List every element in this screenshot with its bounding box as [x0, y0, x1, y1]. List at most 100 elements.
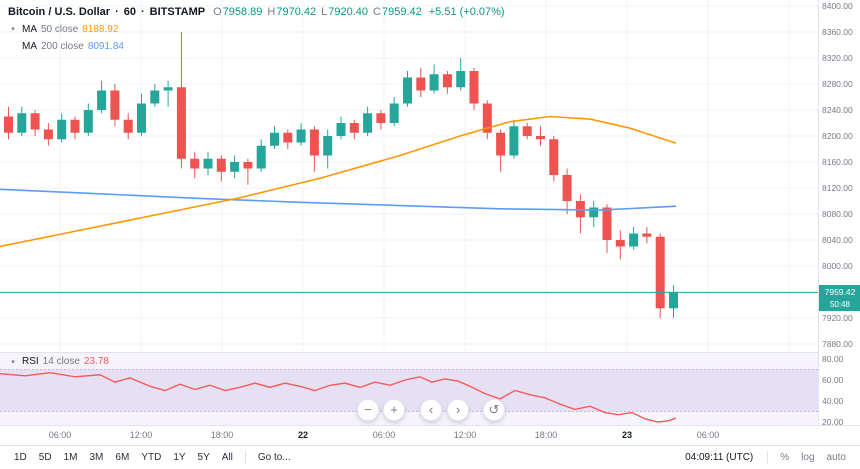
indicator-row-ma200[interactable]: MA 200 close 8091.84 — [8, 38, 505, 54]
chevron-down-icon[interactable]: ▾ — [11, 358, 15, 366]
candle — [615, 230, 625, 260]
price-tick-label: 7920.00 — [822, 312, 853, 323]
price-tick-label: 7880.00 — [822, 338, 853, 349]
candlestick-chart — [0, 0, 818, 352]
indicator-name: RSI — [22, 356, 39, 367]
rsi-pane[interactable] — [0, 353, 818, 425]
candle — [309, 126, 319, 172]
candle — [482, 100, 492, 140]
range-button-1d[interactable]: 1D — [14, 452, 27, 463]
time-tick-label: 12:00 — [129, 430, 153, 440]
candle — [496, 129, 506, 172]
indicator-name: MA — [22, 23, 37, 35]
auto-scale-button[interactable]: auto — [826, 452, 846, 463]
range-button-3m[interactable]: 3M — [89, 452, 104, 463]
time-tick-label: 06:00 — [48, 430, 72, 440]
price-axis[interactable]: 7959.42 50:48 8400.00 8360.00 8320.00 8280.… — [818, 0, 860, 426]
indicator-value: 8188.92 — [82, 23, 119, 35]
pane-divider[interactable] — [0, 352, 860, 353]
toolbar-divider — [767, 451, 769, 464]
candle — [403, 71, 412, 107]
candle — [43, 123, 53, 146]
candle — [575, 194, 585, 234]
separator: · — [141, 6, 145, 18]
candle — [323, 129, 333, 169]
range-button-ytd[interactable]: YTD — [141, 452, 162, 463]
range-button-all[interactable]: All — [221, 452, 233, 463]
indicator-row-ma50[interactable]: ▾ MA 50 close 8188.92 — [8, 21, 505, 37]
candle — [57, 113, 67, 143]
rsi-tick-label: 40.00 — [822, 395, 844, 406]
log-scale-button[interactable]: log — [801, 452, 815, 463]
zoom-in-button[interactable]: + — [383, 399, 405, 421]
clock-utc[interactable]: 04:09:11 (UTC) — [685, 452, 754, 463]
symbol-title: Bitcoin / U.S. Dollar — [8, 6, 111, 18]
price-tick-label: 8040.00 — [822, 234, 853, 245]
bottom-toolbar: 1D 5D 1M 3M 6M YTD 1Y 5Y All Go to... 04… — [0, 445, 860, 469]
rsi-pane-fill — [0, 353, 818, 425]
ma50-line — [0, 115, 677, 248]
price-tick-label: 8400.00 — [822, 0, 853, 11]
candle — [549, 136, 559, 182]
candle — [216, 155, 226, 182]
candle — [376, 110, 386, 130]
rsi-tick-label: 80.00 — [822, 353, 844, 364]
candle — [150, 84, 160, 107]
low-value: 7920.40 — [328, 6, 369, 18]
candle — [243, 158, 253, 185]
candle — [17, 106, 27, 136]
candle — [163, 80, 173, 107]
indicator-params: 200 close — [41, 40, 84, 52]
open-value: 7958.89 — [222, 6, 263, 18]
reset-chart-button[interactable]: ↺ — [483, 399, 505, 421]
candle — [349, 119, 359, 140]
range-button-5d[interactable]: 5D — [38, 452, 52, 463]
candle — [522, 123, 532, 140]
close-value: 7959.42 — [381, 6, 422, 18]
chevron-down-icon[interactable]: ▾ — [11, 26, 15, 33]
open-label: O — [213, 6, 222, 18]
candle — [97, 80, 107, 114]
price-tick-label: 8080.00 — [822, 208, 853, 219]
candle — [456, 58, 466, 91]
candle — [283, 129, 293, 149]
exchange-label: BITSTAMP — [149, 6, 206, 18]
price-tick-label: 8120.00 — [822, 182, 853, 193]
indicator-row-rsi[interactable]: ▾ RSI 14 close 23.78 — [8, 356, 109, 367]
go-to-button[interactable]: Go to... — [257, 452, 291, 463]
rsi-chart — [0, 353, 818, 425]
low-label: L — [321, 6, 328, 18]
high-label: H — [267, 6, 276, 18]
price-tick-label: 8200.00 — [822, 130, 853, 141]
candle — [416, 67, 426, 97]
main-chart-pane[interactable] — [0, 0, 818, 352]
price-tick-label: 8320.00 — [822, 52, 853, 63]
time-tick-label: 06:00 — [696, 430, 720, 440]
rsi-tick-label: 60.00 — [822, 374, 844, 385]
candle — [203, 152, 213, 175]
scroll-right-button[interactable]: › — [447, 399, 469, 421]
candle — [536, 126, 545, 146]
candle — [256, 139, 266, 172]
rsi-line — [0, 371, 677, 423]
range-button-6m[interactable]: 6M — [115, 452, 130, 463]
candle — [602, 204, 612, 253]
indicator-value: 23.78 — [83, 356, 109, 367]
time-tick-label: 06:00 — [372, 430, 396, 440]
zoom-out-button[interactable]: − — [357, 399, 379, 421]
range-button-1m[interactable]: 1M — [63, 452, 78, 463]
candle — [669, 285, 678, 318]
scroll-left-button[interactable]: ‹ — [420, 399, 442, 421]
indicator-name: MA — [22, 40, 37, 52]
range-button-5y[interactable]: 5Y — [197, 452, 210, 463]
candle — [655, 233, 665, 318]
ma200-line — [0, 188, 677, 211]
candle — [589, 201, 599, 227]
high-value: 7970.42 — [276, 6, 317, 18]
time-axis[interactable]: 06:00 12:00 18:00 22 06:00 12:00 18:00 23 06:00 — [0, 425, 860, 445]
range-button-1y[interactable]: 1Y — [173, 452, 186, 463]
time-tick-label: 18:00 — [210, 430, 234, 440]
candle — [190, 152, 200, 179]
percent-scale-button[interactable]: % — [780, 452, 790, 463]
